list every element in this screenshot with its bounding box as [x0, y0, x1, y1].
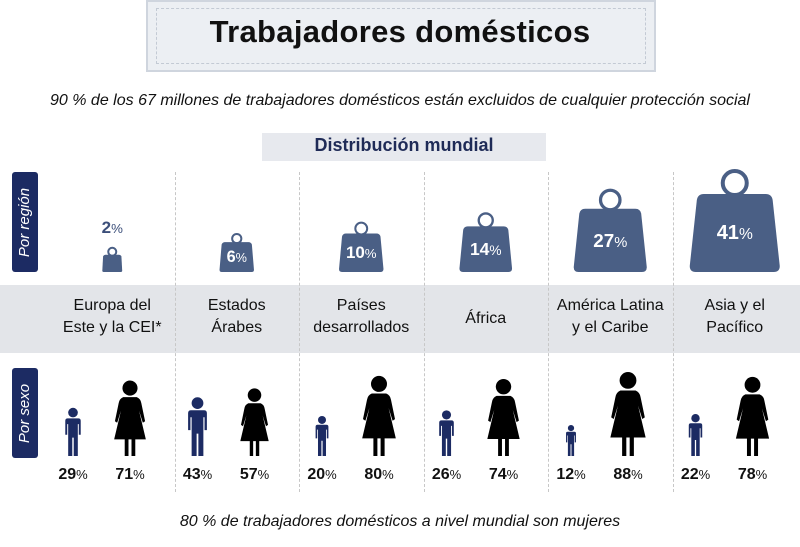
region-name-line: América Latina [556, 297, 664, 314]
column-divider [548, 172, 549, 492]
column-divider [423, 172, 425, 492]
share-label: 2% [101, 217, 123, 237]
women-share-label: 71% [115, 466, 145, 483]
woman-icon [487, 378, 520, 456]
region-name: África [424, 308, 549, 330]
region-name-line: África [465, 310, 507, 327]
weight-mark [339, 221, 384, 272]
man-icon [315, 415, 329, 456]
region-name-line: Países [336, 297, 386, 314]
men-share-label: 20% [307, 466, 337, 483]
share-label: 6% [226, 247, 247, 266]
region-name: Estados Árabes [175, 295, 300, 339]
share-label: 10% [345, 243, 377, 263]
region-name: Europa del Este y la CEI* [50, 295, 175, 339]
region-name: América Latina y el Caribe [548, 295, 673, 339]
women-share-label: 80% [364, 466, 394, 483]
section-banner [262, 133, 546, 161]
share-label: 27% [593, 229, 628, 251]
region-name-line: Este y la CEI* [62, 319, 162, 336]
men-share-label: 29% [58, 466, 88, 483]
region-name-line: desarrollados [313, 319, 410, 336]
region-name: Países desarrollados [299, 295, 424, 339]
region-name-line: y el Caribe [572, 319, 649, 336]
region-name: Asia y el Pacífico [673, 295, 798, 339]
weight-mark [689, 169, 780, 272]
section-title: Distribución mundial [314, 135, 494, 155]
column-divider [299, 172, 300, 492]
men-share-label: 26% [431, 466, 462, 483]
men-share-label: 43% [182, 466, 213, 483]
column-divider [672, 172, 674, 492]
man-icon [566, 424, 576, 456]
women-share-label: 78% [737, 466, 768, 483]
man-icon [188, 397, 207, 456]
side-label-region: Por región [12, 172, 38, 272]
subtitle: 90 % de los 67 millones de trabajadores … [50, 92, 750, 109]
page-title: Trabajadores domésticos [209, 14, 591, 49]
weight-mark [102, 246, 123, 272]
man-icon [65, 407, 81, 456]
region-label-band [0, 285, 800, 353]
woman-icon [610, 372, 646, 456]
region-name-line: Asia y el [704, 297, 765, 314]
column-divider [174, 172, 176, 492]
women-share-label: 57% [239, 466, 270, 483]
share-label: 41% [716, 222, 753, 244]
woman-icon [240, 388, 269, 456]
weight-mark [459, 212, 513, 272]
weight-mark [573, 188, 647, 272]
side-label-sex: Por sexo [12, 368, 38, 458]
woman-icon [114, 380, 146, 456]
weight-mark [219, 232, 254, 272]
region-name-line: Pacífico [706, 319, 764, 336]
region-name-line: Europa del [73, 297, 151, 314]
man-icon [688, 414, 703, 456]
woman-icon [362, 375, 396, 456]
men-share-label: 22% [680, 466, 711, 483]
man-icon [439, 410, 454, 456]
women-share-label: 88% [613, 466, 643, 483]
women-share-label: 74% [488, 466, 519, 483]
footer-note: 80 % de trabajadores domésticos a nivel … [179, 513, 621, 530]
woman-icon [735, 376, 770, 456]
region-name-line: Árabes [211, 319, 263, 336]
men-share-label: 12% [556, 466, 586, 483]
share-label: 14% [469, 239, 502, 260]
region-name-line: Estados [207, 297, 266, 314]
title-banner [146, 0, 656, 72]
